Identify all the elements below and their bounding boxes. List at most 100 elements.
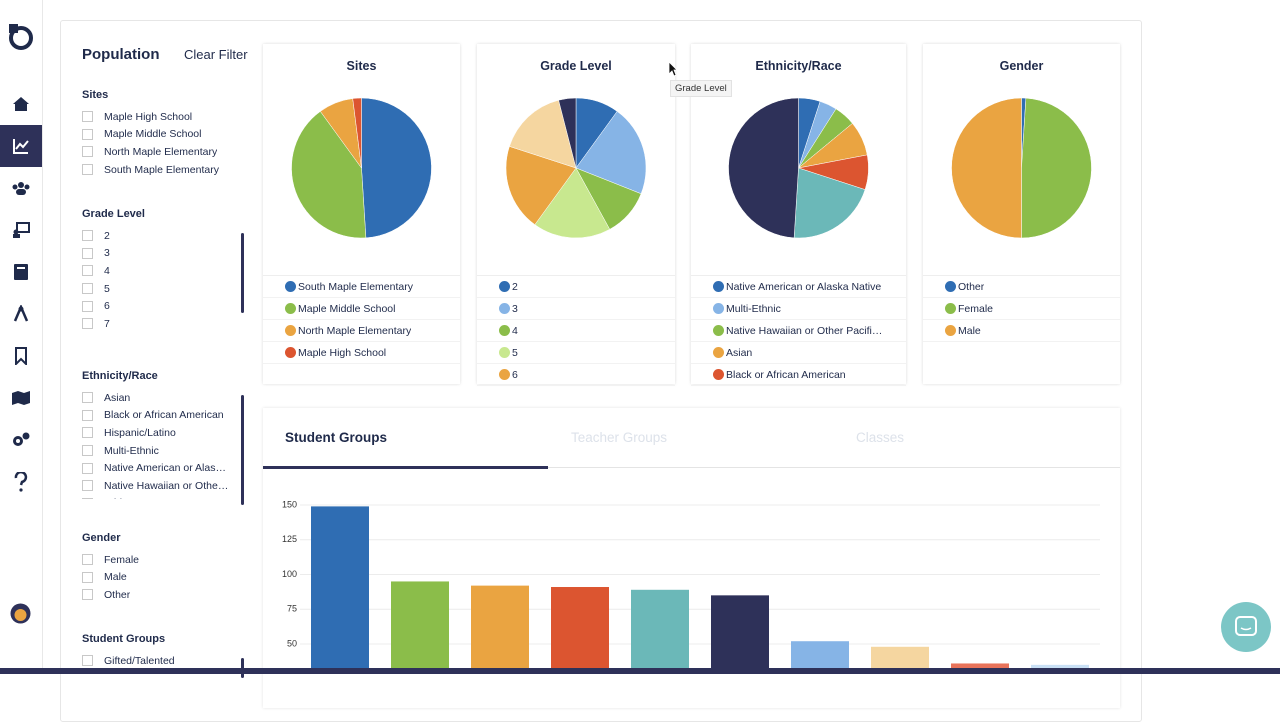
checkbox[interactable] xyxy=(82,589,93,601)
option-label: Other xyxy=(104,588,131,601)
pie-slice xyxy=(534,167,611,239)
filter-option[interactable]: 2 xyxy=(82,227,247,245)
tab[interactable]: Teacher Groups xyxy=(571,430,668,445)
checkbox[interactable] xyxy=(82,128,93,140)
filter-option[interactable]: Gifted/Talented xyxy=(82,652,247,670)
checkbox[interactable] xyxy=(82,318,93,330)
checkbox[interactable] xyxy=(82,392,93,404)
filter-option[interactable]: 3 xyxy=(82,245,247,263)
option-label: Maple High School xyxy=(104,110,193,123)
option-label: Gifted/Talented xyxy=(104,654,175,667)
option-label: 7 xyxy=(104,317,110,330)
filter-option[interactable]: White xyxy=(82,495,247,499)
help-icon[interactable] xyxy=(0,461,42,503)
filter-option[interactable]: Maple Middle School xyxy=(82,126,247,144)
filter-option[interactable]: Multi-Ethnic xyxy=(82,442,247,460)
legend-item: South Maple Elementary xyxy=(263,276,460,298)
checkbox[interactable] xyxy=(82,554,93,566)
legend-swatch xyxy=(499,347,510,358)
pie-title: Grade Level xyxy=(540,59,612,73)
filter-option[interactable]: Black or African American xyxy=(82,407,247,425)
home-icon[interactable] xyxy=(0,83,42,125)
scrollbar xyxy=(241,233,244,313)
people-icon[interactable] xyxy=(0,167,42,209)
tab-divider xyxy=(263,467,1120,468)
checkbox[interactable] xyxy=(82,462,93,474)
legend-item: Female xyxy=(923,298,1120,320)
tools-icon[interactable] xyxy=(0,293,42,335)
avatar[interactable] xyxy=(10,603,31,624)
legend: Other Female Male xyxy=(923,275,1120,386)
checkbox[interactable] xyxy=(82,445,93,457)
checkbox[interactable] xyxy=(82,146,93,158)
sidebar xyxy=(0,0,43,674)
legend-swatch xyxy=(945,325,956,336)
filter-group: Grade Level 2 3 4 5 6 7 8 xyxy=(82,207,247,334)
bottom-strip xyxy=(0,668,1280,674)
bar xyxy=(551,587,609,674)
map-icon[interactable] xyxy=(0,377,42,419)
analytics-icon[interactable] xyxy=(0,125,42,167)
filter-option[interactable]: South Maple Elementary xyxy=(82,161,247,179)
checkbox[interactable] xyxy=(82,247,93,259)
tab[interactable]: Classes xyxy=(856,430,905,445)
filter-option[interactable]: 6 xyxy=(82,297,247,315)
y-tick-label: 100 xyxy=(282,569,297,579)
filter-option[interactable]: North Maple Elementary xyxy=(82,143,247,161)
filter-option[interactable]: Native American or Alaska Native xyxy=(82,459,247,477)
checkbox[interactable] xyxy=(82,283,93,295)
y-tick-label: 125 xyxy=(282,534,297,544)
checkbox[interactable] xyxy=(82,655,93,667)
filter-option[interactable]: Asian xyxy=(82,389,247,407)
legend-label: South Maple Elementary xyxy=(298,280,413,293)
filter-option[interactable]: 8 xyxy=(82,333,247,334)
checkbox[interactable] xyxy=(82,230,93,242)
checkbox[interactable] xyxy=(82,265,93,277)
option-label: Black or African American xyxy=(104,409,224,422)
legend-label: Asian xyxy=(726,346,753,359)
checkbox[interactable] xyxy=(82,480,93,492)
option-label: Multi-Ethnic xyxy=(104,444,159,457)
checkbox[interactable] xyxy=(82,300,93,312)
filter-list: Female Male Other xyxy=(82,551,247,604)
legend-swatch xyxy=(499,369,510,380)
book-icon[interactable] xyxy=(0,251,42,293)
legend-swatch xyxy=(285,303,296,314)
bar xyxy=(631,589,689,674)
checkbox[interactable] xyxy=(82,409,93,421)
pie-slice xyxy=(558,97,577,169)
pie-title: Sites xyxy=(346,59,377,73)
checkbox[interactable] xyxy=(82,497,93,499)
filter-option[interactable]: 7 xyxy=(82,315,247,333)
pie-slice xyxy=(509,99,577,169)
checkbox[interactable] xyxy=(82,427,93,439)
filter-option[interactable]: Female xyxy=(82,551,247,569)
pie-chart xyxy=(951,97,1092,239)
y-tick-label: 150 xyxy=(282,499,297,509)
filter-option[interactable]: 5 xyxy=(82,280,247,298)
clear-filter[interactable]: Clear Filter xyxy=(184,47,248,62)
chat-button[interactable] xyxy=(1221,602,1271,652)
checkbox[interactable] xyxy=(82,164,93,176)
legend: Native American or Alaska Native Multi-Et… xyxy=(691,275,906,386)
legend-swatch xyxy=(499,281,510,292)
teacher-icon[interactable] xyxy=(0,209,42,251)
option-label: Male xyxy=(104,571,127,584)
legend-swatch xyxy=(713,281,724,292)
checkbox[interactable] xyxy=(82,571,93,583)
legend-item: Maple Middle School xyxy=(263,298,460,320)
bookmark-icon[interactable] xyxy=(0,335,42,377)
tab[interactable]: Student Groups xyxy=(285,430,387,445)
settings-icon[interactable] xyxy=(0,419,42,461)
checkbox[interactable] xyxy=(82,111,93,123)
filter-option[interactable]: Maple High School xyxy=(82,108,247,126)
pie-chart xyxy=(728,97,869,239)
filter-option[interactable]: Other xyxy=(82,586,247,604)
filter-option[interactable]: Native Hawaiian or Other Pacific Islande… xyxy=(82,477,247,495)
filter-option[interactable]: Male xyxy=(82,569,247,587)
filter-option[interactable]: Hispanic/Latino xyxy=(82,424,247,442)
pie-slice xyxy=(505,146,577,225)
legend-label: Black or African American xyxy=(726,368,846,381)
filter-option[interactable]: 4 xyxy=(82,262,247,280)
